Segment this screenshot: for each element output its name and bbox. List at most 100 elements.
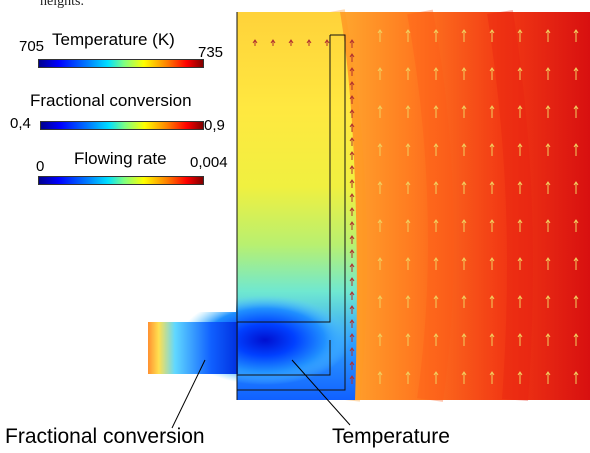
legend-conversion-max: 0,9 xyxy=(204,117,225,134)
flow-arrows-inner xyxy=(252,39,355,384)
flow-arrowhead xyxy=(545,333,551,338)
flow-arrowhead xyxy=(573,181,579,186)
flow-arrowhead xyxy=(489,333,495,338)
flow-arrowhead xyxy=(349,361,355,366)
legend-flow-max: 0,004 xyxy=(190,154,228,171)
flow-arrowhead xyxy=(573,257,579,262)
flow-arrowhead xyxy=(461,219,467,224)
legend-temperature-min: 705 xyxy=(19,38,45,55)
flow-arrowhead xyxy=(517,295,523,300)
flow-arrowhead xyxy=(349,263,355,268)
flow-arrowhead xyxy=(377,143,383,148)
flow-arrowhead xyxy=(349,179,355,184)
flow-arrowhead xyxy=(349,165,355,170)
flow-arrowhead xyxy=(349,137,355,142)
flow-arrowhead xyxy=(517,105,523,110)
flow-arrowhead xyxy=(461,371,467,376)
flow-arrowhead xyxy=(377,257,383,262)
flow-arrowhead xyxy=(517,67,523,72)
flow-arrowhead xyxy=(489,257,495,262)
colorbar-temperature xyxy=(38,59,204,68)
flow-arrowhead xyxy=(405,143,411,148)
flow-arrowhead xyxy=(377,181,383,186)
flow-arrowhead xyxy=(405,371,411,376)
flow-arrowhead xyxy=(545,371,551,376)
callout-temperature: Temperature xyxy=(332,425,450,448)
flow-arrowhead xyxy=(433,257,439,262)
flow-arrowhead xyxy=(405,181,411,186)
flow-arrowhead xyxy=(545,143,551,148)
flow-arrowhead xyxy=(349,53,355,58)
flow-arrowhead xyxy=(545,181,551,186)
colorbar-flow xyxy=(38,176,204,185)
flow-arrowhead xyxy=(573,371,579,376)
flow-arrowhead xyxy=(433,29,439,34)
legend-conversion-min: 0,4 xyxy=(10,115,31,132)
flow-arrowhead xyxy=(349,221,355,226)
flow-arrowhead xyxy=(433,295,439,300)
flow-arrowhead xyxy=(433,67,439,72)
flow-arrowhead xyxy=(405,219,411,224)
legend-flow-title: Flowing rate xyxy=(74,149,167,168)
flow-arrowhead xyxy=(489,181,495,186)
flow-arrowhead xyxy=(489,295,495,300)
geometry-outline xyxy=(236,12,346,400)
flow-arrowhead xyxy=(377,67,383,72)
flow-arrowhead xyxy=(545,295,551,300)
flow-arrows-outer xyxy=(377,29,579,384)
flow-arrowhead xyxy=(517,143,523,148)
flow-arrowhead xyxy=(545,105,551,110)
legend-conversion-title: Fractional conversion xyxy=(30,91,192,110)
flow-arrowhead xyxy=(405,295,411,300)
flow-arrowhead xyxy=(461,257,467,262)
flow-arrowhead xyxy=(517,257,523,262)
flow-arrowhead xyxy=(349,95,355,100)
flow-arrowhead xyxy=(349,67,355,72)
legend-flow-min: 0 xyxy=(36,158,45,175)
flow-arrowhead xyxy=(405,257,411,262)
flow-arrowhead xyxy=(433,219,439,224)
flow-arrowhead xyxy=(461,295,467,300)
flow-arrowhead xyxy=(517,371,523,376)
colorbar-conversion xyxy=(40,121,204,130)
flow-arrowhead xyxy=(324,39,330,44)
callout-fractional-conversion: Fractional conversion xyxy=(5,425,205,448)
flow-arrowhead xyxy=(349,235,355,240)
flow-arrowhead xyxy=(349,193,355,198)
flow-arrowhead xyxy=(517,333,523,338)
flow-arrowhead xyxy=(489,371,495,376)
flow-arrowhead xyxy=(405,333,411,338)
flow-arrowhead xyxy=(306,39,312,44)
flow-arrowhead xyxy=(349,81,355,86)
flow-arrowhead xyxy=(433,105,439,110)
flow-arrowhead xyxy=(377,371,383,376)
flow-arrowhead xyxy=(573,105,579,110)
flow-arrowhead xyxy=(517,29,523,34)
flow-arrowhead xyxy=(461,67,467,72)
flow-arrowhead xyxy=(573,67,579,72)
flow-arrowhead xyxy=(573,143,579,148)
flow-arrowhead xyxy=(545,29,551,34)
flow-arrowhead xyxy=(461,333,467,338)
callout-line-right xyxy=(291,359,351,426)
inlet-region xyxy=(148,322,238,374)
flow-arrowhead xyxy=(489,29,495,34)
flow-arrowhead xyxy=(489,67,495,72)
flow-arrowhead xyxy=(573,219,579,224)
flow-arrowhead xyxy=(252,39,258,44)
flow-arrowhead xyxy=(349,277,355,282)
flow-arrowhead xyxy=(349,319,355,324)
flow-arrowhead xyxy=(349,249,355,254)
flow-arrowhead xyxy=(573,29,579,34)
flow-arrowhead xyxy=(405,67,411,72)
flow-arrowhead xyxy=(489,143,495,148)
flow-arrowhead xyxy=(461,181,467,186)
flow-arrowhead xyxy=(461,29,467,34)
flow-arrowhead xyxy=(517,219,523,224)
flow-arrowhead xyxy=(349,151,355,156)
flow-arrowhead xyxy=(377,29,383,34)
callout-line-left xyxy=(171,359,206,429)
flow-arrowhead xyxy=(433,181,439,186)
flow-arrowhead xyxy=(349,39,355,44)
